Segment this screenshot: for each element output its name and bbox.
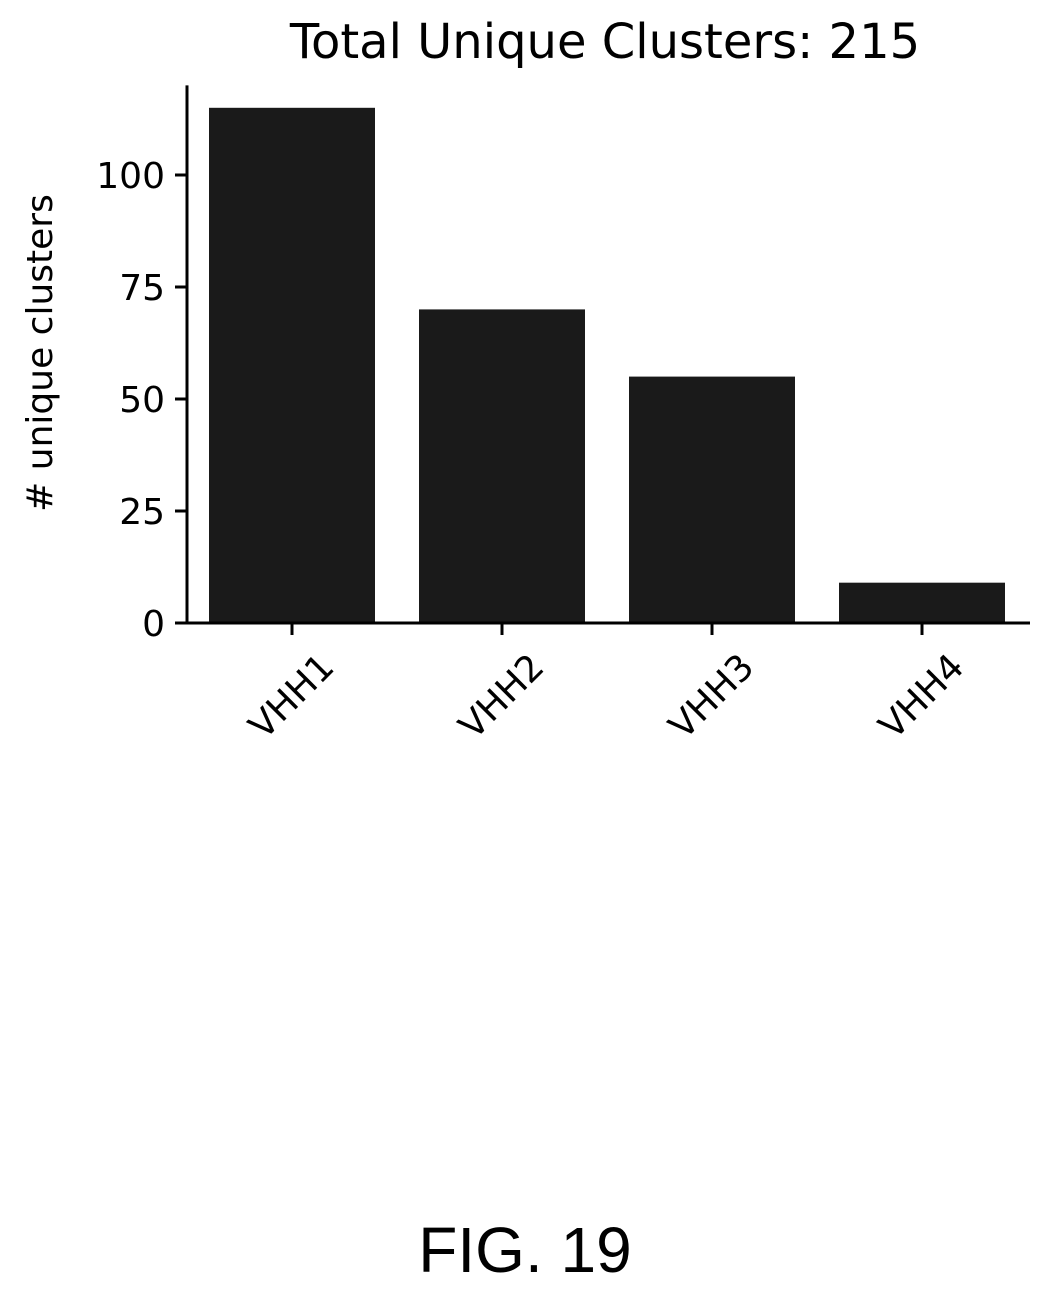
y-axis-label: # unique clusters (20, 194, 61, 512)
x-tick-label-vhh2: VHH2 (451, 646, 552, 747)
bars-layer (209, 107, 1005, 624)
x-tick-label-vhh1: VHH1 (241, 646, 342, 747)
y-tick-label-50: 50 (119, 380, 165, 421)
y-tick-label-25: 25 (119, 492, 165, 533)
bar-vhh1 (209, 107, 375, 624)
y-tick-label-100: 100 (96, 156, 165, 197)
x-tick-label-vhh4: VHH4 (871, 646, 972, 747)
chart-title: Total Unique Clusters: 215 (289, 14, 920, 70)
x-tick-label-vhh3: VHH3 (661, 646, 762, 747)
bar-chart: Total Unique Clusters: 215 # unique clus… (20, 14, 1030, 747)
figure-caption: FIG. 19 (418, 1214, 632, 1286)
y-tick-label-75: 75 (119, 268, 165, 309)
bar-vhh4 (839, 582, 1005, 623)
y-tick-label-0: 0 (142, 604, 165, 645)
bar-vhh2 (419, 309, 585, 623)
bar-vhh3 (629, 376, 795, 623)
